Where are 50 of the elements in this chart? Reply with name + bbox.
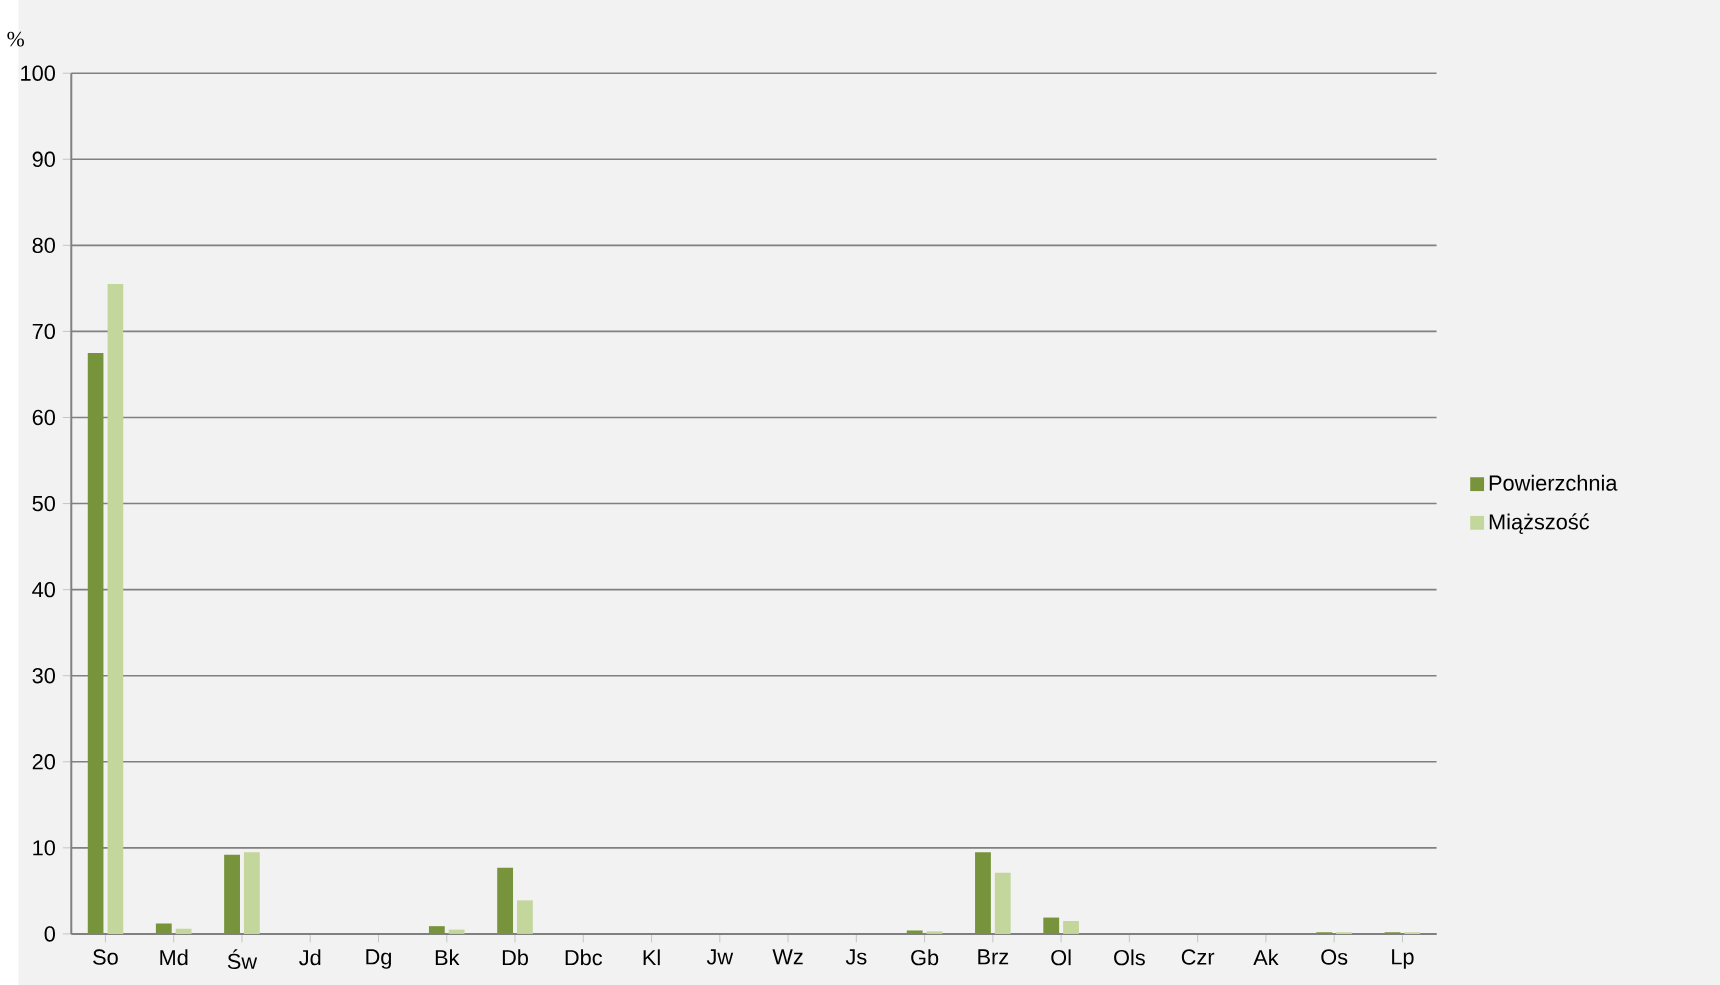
x-tick-label: Św [227,949,258,969]
bar [107,283,124,934]
x-tick-label: Dg [366,949,391,969]
bar [994,872,1011,934]
bar [224,854,240,934]
bar [243,851,260,934]
x-tick-label: Ak [1253,949,1279,965]
y-tick-label: 40 [32,581,55,598]
x-tick-label: Wz [772,949,803,965]
x-tick-label: Db [502,949,528,966]
x-tick-label: Brz [978,949,1009,965]
bar [516,900,533,934]
bar [926,931,943,934]
bar [87,352,104,934]
x-tick-label: Md [160,949,188,966]
x-tick-label: Ol [1051,949,1071,966]
x-tick-label: Os [1321,949,1348,965]
bar [975,851,991,934]
bar [1063,920,1079,934]
y-tick-label: 30 [32,667,55,684]
y-tick-label: 0 [44,926,55,942]
bar [428,926,445,934]
bar [175,928,192,934]
x-tick-label: So [93,949,118,965]
x-tick-label: Bk [435,949,460,965]
bar [1043,917,1060,934]
x-tick-label: Kl [643,949,660,965]
legend-label: Miąższość [1489,513,1590,534]
bar [448,929,465,934]
y-tick-label: 80 [32,237,55,253]
legend-label: Powierzchnia [1489,474,1618,491]
bar [497,867,514,934]
bar [155,923,172,934]
x-tick-label: Dbc [565,949,603,966]
x-tick-label: Gb [911,949,939,966]
y-tick-label: 50 [32,495,55,512]
y-tick-label: 90 [32,151,55,167]
y-tick-label: 10 [33,839,55,856]
x-tick-label: Js [845,949,867,965]
y-tick-label: 60 [32,409,55,426]
x-tick-label: Jd [299,949,321,966]
y-axis-title: % [7,31,24,47]
y-tick-label: 70 [32,323,55,339]
x-tick-label: Jw [706,949,734,965]
y-tick-label: 100 [21,65,55,81]
x-tick-label: Lp [1392,949,1414,969]
x-tick-label: Ols [1114,949,1145,966]
bar [906,930,923,934]
x-tick-label: Czr [1181,949,1215,965]
y-tick-label: 20 [32,753,55,770]
